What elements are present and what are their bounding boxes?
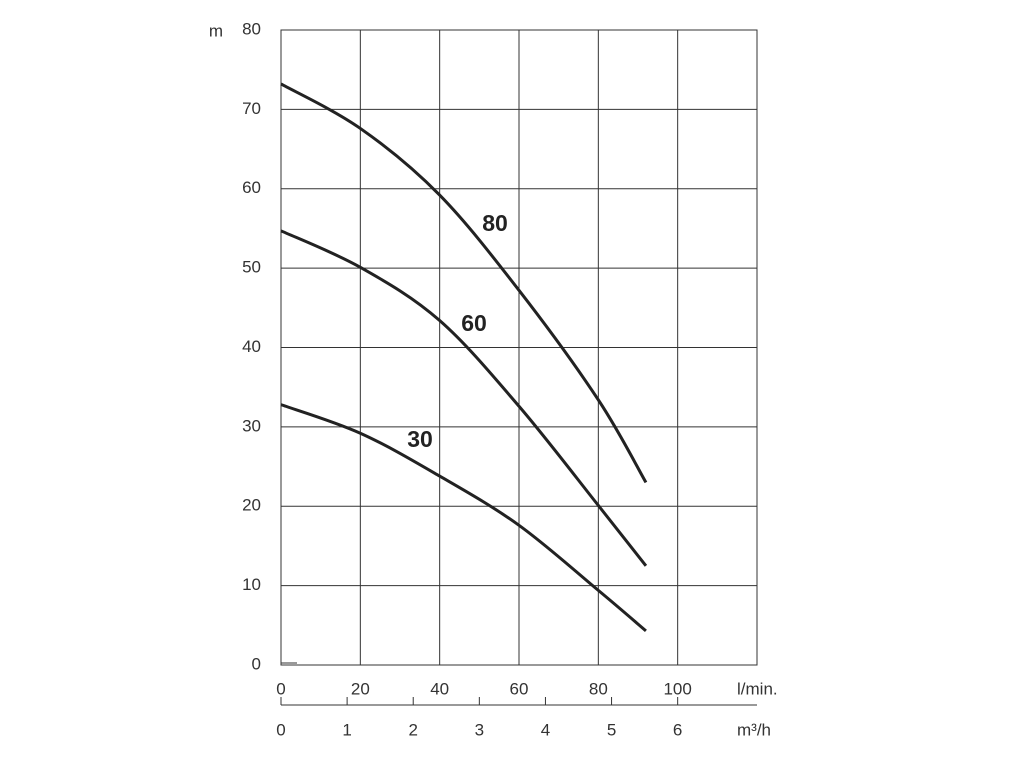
x-tick-label: 0	[276, 679, 285, 698]
y-tick-label: 50	[242, 258, 261, 277]
x-axis-label: l/min.	[737, 679, 778, 698]
x2-tick-label: 3	[475, 720, 484, 739]
pump-curve	[280, 82, 648, 484]
y-axis-label: m	[209, 21, 223, 40]
x-tick-label: 20	[351, 679, 370, 698]
x-tick-label: 100	[663, 679, 691, 698]
curve-label: 60	[461, 310, 487, 336]
x2-tick-label: 0	[276, 720, 285, 739]
y-tick-label: 30	[242, 416, 261, 435]
x-tick-label: 60	[510, 679, 529, 698]
y-tick-label: 0	[252, 654, 261, 673]
x2-tick-label: 4	[541, 720, 550, 739]
y-tick-label: 70	[242, 99, 261, 118]
x2-tick-label: 2	[408, 720, 417, 739]
curve-label: 30	[407, 426, 433, 452]
x2-tick-label: 6	[673, 720, 682, 739]
curve-label: 80	[482, 210, 508, 236]
x2-axis-label: m³/h	[737, 720, 771, 739]
x-tick-label: 40	[430, 679, 449, 698]
y-tick-label: 80	[242, 19, 261, 38]
pump-curve	[280, 403, 647, 633]
x-tick-label: 80	[589, 679, 608, 698]
y-tick-label: 40	[242, 337, 261, 356]
y-tick-label: 60	[242, 178, 261, 197]
pump-curve	[280, 229, 648, 567]
x2-tick-label: 1	[342, 720, 351, 739]
x2-tick-label: 5	[607, 720, 616, 739]
y-tick-label: 20	[242, 496, 261, 515]
y-tick-label: 10	[242, 575, 261, 594]
